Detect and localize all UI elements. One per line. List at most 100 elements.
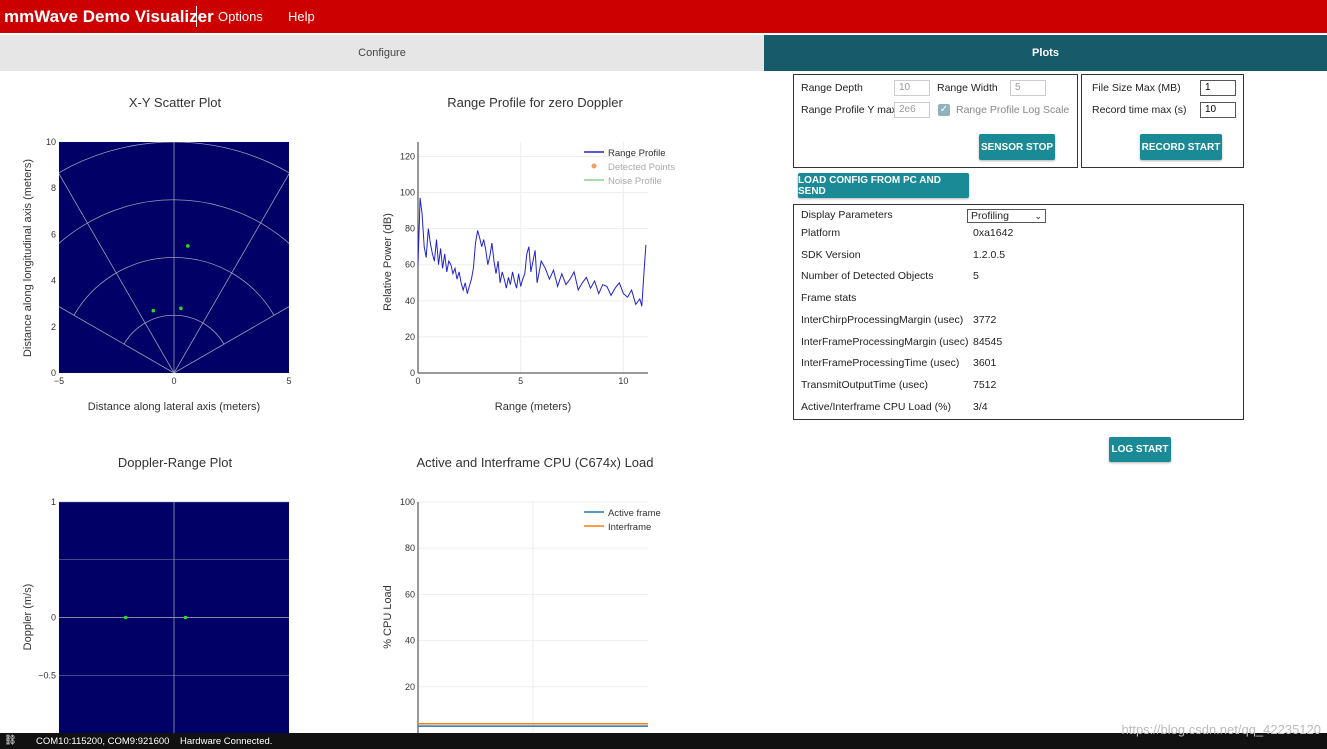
xy-point xyxy=(179,306,183,311)
range-profile-ymax-label: Range Profile Y max xyxy=(801,104,897,116)
cpu-load-chart: 20 40 60 80 100 Active frame Interframe % CP… xyxy=(382,497,661,733)
app-title: mmWave Demo Visualizer xyxy=(4,7,214,26)
status-bar: ⛓ COM10:115200, COM9:921600 Hardware Con… xyxy=(0,733,1327,749)
display-row-label: InterFrameProcessingTime (usec) xyxy=(801,357,960,370)
record-start-button[interactable]: RECORD START xyxy=(1140,134,1222,160)
range-profile-ylabel: Relative Power (dB) xyxy=(382,213,394,311)
sensor-panel: Range Depth 10 Range Width 5 Range Profi… xyxy=(793,74,1078,168)
display-row-value: 5 xyxy=(973,270,979,283)
display-row-value: 7512 xyxy=(973,378,997,391)
range-profile-ymax-input[interactable]: 2e6 xyxy=(894,102,930,118)
legend-interframe[interactable]: Interframe xyxy=(608,522,651,533)
record-panel: File Size Max (MB) 1 Record time max (s)… xyxy=(1081,74,1244,168)
display-row-label: InterFrameProcessingMargin (usec) xyxy=(801,335,969,348)
legend-noise-profile[interactable]: Noise Profile xyxy=(608,176,662,187)
range-width-input[interactable]: 5 xyxy=(1010,80,1046,96)
cpu-load-title: Active and Interframe CPU (C674x) Load xyxy=(416,455,654,470)
rp-xtick: 0 xyxy=(415,376,420,386)
display-row-value: 0xa1642 xyxy=(973,227,1014,239)
rp-ytick: 40 xyxy=(405,296,415,306)
cpu-ytick: 100 xyxy=(400,497,415,507)
rp-ytick: 100 xyxy=(400,188,415,198)
xy-ytick: 4 xyxy=(51,276,56,286)
angle-ray xyxy=(173,173,289,373)
angle-ray xyxy=(59,173,175,373)
cpu-ylabel: % CPU Load xyxy=(382,585,394,649)
legend-active-frame[interactable]: Active frame xyxy=(608,508,661,519)
log-scale-checkbox[interactable]: ✓ xyxy=(938,104,950,116)
xy-point xyxy=(186,244,190,248)
range-profile-line xyxy=(417,197,647,307)
display-select-value: Profiling xyxy=(971,210,1009,222)
log-scale-label: Range Profile Log Scale xyxy=(956,104,1070,116)
xy-ytick: 0 xyxy=(51,368,56,378)
display-row-value: 3601 xyxy=(973,357,997,370)
xy-ytick: 2 xyxy=(51,322,56,332)
file-size-input[interactable]: 1 xyxy=(1200,80,1236,96)
display-row-label: Platform xyxy=(801,227,841,239)
range-depth-input[interactable]: 10 xyxy=(894,80,930,96)
display-row-value: 3/4 xyxy=(973,400,988,413)
display-row-label: Number of Detected Objects xyxy=(801,270,934,283)
xy-xtick: 5 xyxy=(286,376,291,386)
tab-plots[interactable]: Plots xyxy=(764,35,1327,71)
tab-configure[interactable]: Configure xyxy=(0,35,764,71)
dr-point xyxy=(183,615,188,620)
range-depth-label: Range Depth xyxy=(801,82,863,94)
xy-xtick: −5 xyxy=(54,376,64,386)
display-row-label: SDK Version xyxy=(801,248,861,261)
doppler-range-chart: 1 0 −0.5 Doppler (m/s) xyxy=(22,497,289,733)
header-divider xyxy=(196,6,197,27)
display-row-label: TransmitOutputTime (usec) xyxy=(801,378,928,391)
cpu-ytick: 80 xyxy=(405,543,415,553)
display-parameters-panel: Display Parameters Profiling ⌄ Platform 0… xyxy=(793,204,1244,420)
display-parameters-select[interactable]: Profiling ⌄ xyxy=(967,209,1046,223)
display-row-value: 84545 xyxy=(973,335,1003,348)
record-time-label: Record time max (s) xyxy=(1092,104,1187,116)
angle-ray xyxy=(173,306,289,373)
range-width-label: Range Width xyxy=(937,82,998,94)
display-row-label: InterChirpProcessingMargin (usec) xyxy=(801,313,964,326)
display-row-label: Active/Interframe CPU Load (%) xyxy=(801,400,951,413)
file-size-label: File Size Max (MB) xyxy=(1092,82,1181,94)
link-icon: ⛓ xyxy=(4,735,17,746)
menu-help[interactable]: Help xyxy=(288,9,315,24)
doppler-ylabel: Doppler (m/s) xyxy=(22,584,34,651)
doppler-range-title: Doppler-Range Plot xyxy=(117,455,233,470)
xy-ylabel: Distance along longitudinal axis (meters… xyxy=(22,159,34,357)
range-profile-xlabel: Range (meters) xyxy=(495,401,571,413)
xy-xlabel: Distance along lateral axis (meters) xyxy=(88,401,260,413)
rp-ytick: 0 xyxy=(410,368,415,378)
xy-ytick: 8 xyxy=(51,183,56,193)
dr-point xyxy=(123,615,128,620)
display-row-value: 1.2.0.5 xyxy=(973,248,1006,261)
app-header: mmWave Demo Visualizer Options Help xyxy=(0,0,1327,33)
range-profile-chart: 0 20 40 60 80 100 120 0 5 10 Range Profile Detect… xyxy=(382,142,675,413)
sensor-stop-button[interactable]: SENSOR STOP xyxy=(979,134,1055,160)
range-profile-title: Range Profile for zero Doppler xyxy=(447,95,623,110)
load-config-button[interactable]: LOAD CONFIG FROM PC AND SEND xyxy=(798,173,969,198)
xy-ytick: 6 xyxy=(51,229,56,239)
watermark: https://blog.csdn.net/qq_42235120 xyxy=(1121,722,1322,737)
dr-ytick: 0 xyxy=(51,613,56,623)
dr-ytick: 1 xyxy=(51,497,56,507)
log-start-button[interactable]: LOG START xyxy=(1109,437,1171,462)
cpu-ytick: 60 xyxy=(405,589,415,599)
menu-options[interactable]: Options xyxy=(218,9,263,24)
rp-ytick: 20 xyxy=(405,332,415,342)
record-time-input[interactable]: 10 xyxy=(1200,102,1236,118)
tab-configure-label: Configure xyxy=(358,47,406,59)
display-parameters-label: Display Parameters xyxy=(801,209,893,221)
dr-ytick: −0.5 xyxy=(38,670,56,680)
chevron-down-icon: ⌄ xyxy=(1034,211,1042,221)
angle-ray xyxy=(59,306,175,373)
cpu-ytick: 20 xyxy=(405,682,415,692)
cpu-ytick: 40 xyxy=(405,636,415,646)
legend-detected-points[interactable]: Detected Points xyxy=(608,162,675,173)
xy-point xyxy=(151,308,156,313)
rp-ytick: 80 xyxy=(405,224,415,234)
rp-ytick: 120 xyxy=(400,151,415,161)
legend-detected-swatch xyxy=(591,163,597,169)
legend-range-profile[interactable]: Range Profile xyxy=(608,148,666,159)
